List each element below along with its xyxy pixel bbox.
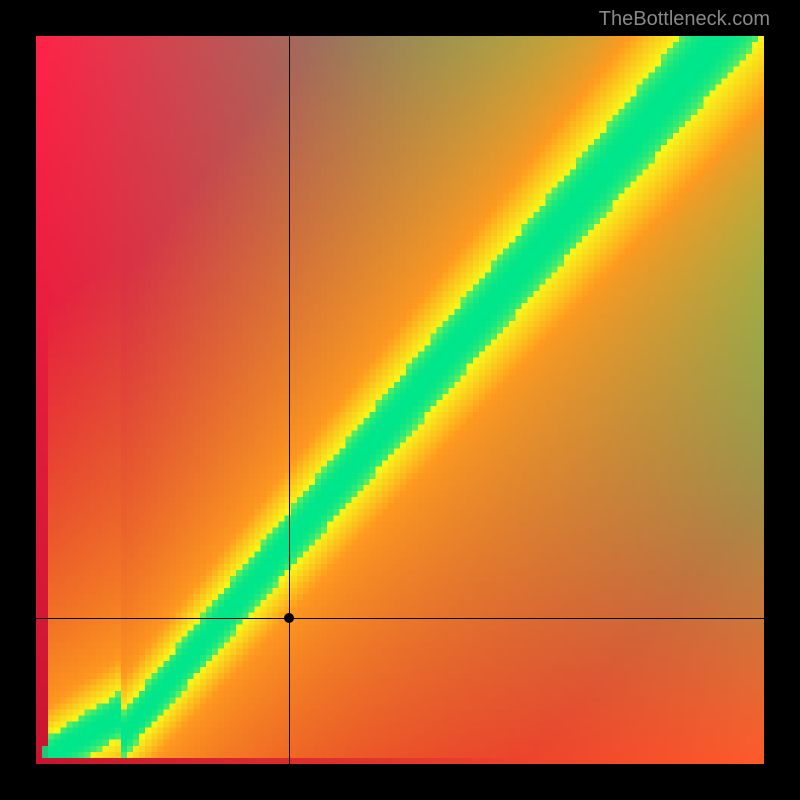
crosshair-marker (284, 613, 294, 623)
crosshair-vertical (289, 36, 290, 764)
bottleneck-heatmap (36, 36, 764, 764)
plot-area (36, 36, 764, 764)
crosshair-horizontal (36, 618, 764, 619)
watermark-text: TheBottleneck.com (599, 8, 770, 31)
